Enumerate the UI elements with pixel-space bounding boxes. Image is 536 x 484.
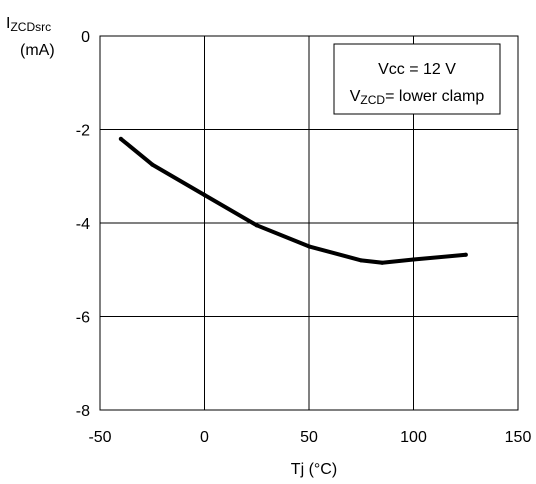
annotation-box (333, 43, 501, 115)
series-line (118, 136, 468, 265)
annotation-line-2: VZCD= lower clamp (350, 88, 485, 107)
x-tick-label-0: -50 (88, 429, 111, 446)
data-point-2 (202, 192, 207, 197)
y-tick-label-2: -4 (76, 216, 90, 233)
x-tick-label-1: 0 (200, 429, 209, 446)
x-axis-label: Tj (°C) (291, 461, 337, 478)
annotation-line-2-rest: = lower clamp (385, 88, 484, 105)
data-point-5 (359, 258, 364, 263)
y-tick-label-4: -8 (76, 403, 90, 420)
y-axis-label-sub: ZCDsrc (10, 20, 51, 34)
y-axis-unit: (mA) (20, 42, 55, 59)
y-tick-label-0: 0 (81, 29, 90, 46)
y-tick-labels: 0 -2 -4 -6 -8 (76, 29, 90, 420)
x-tick-label-4: 150 (505, 429, 532, 446)
data-point-6 (380, 260, 385, 265)
data-point-8 (463, 252, 468, 257)
y-axis-label: IZCDsrc (6, 15, 51, 34)
y-axis-label-main: I (6, 15, 10, 32)
data-point-1 (150, 162, 155, 167)
annotation-line-2-sub: ZCD (360, 93, 385, 107)
data-point-3 (254, 223, 259, 228)
data-point-7 (411, 257, 416, 262)
data-points (118, 136, 468, 265)
annotation-line-2-main: V (350, 88, 361, 105)
y-tick-label-3: -6 (76, 310, 90, 327)
x-tick-label-2: 50 (300, 429, 318, 446)
annotation-line-1: Vcc = 12 V (378, 61, 456, 78)
plot-frame (99, 35, 519, 411)
y-tick-label-1: -2 (76, 123, 90, 140)
data-point-4 (307, 244, 311, 249)
x-tick-labels: -50 0 50 100 150 (88, 429, 531, 446)
data-point-0 (118, 136, 123, 141)
x-tick-label-3: 100 (400, 429, 427, 446)
